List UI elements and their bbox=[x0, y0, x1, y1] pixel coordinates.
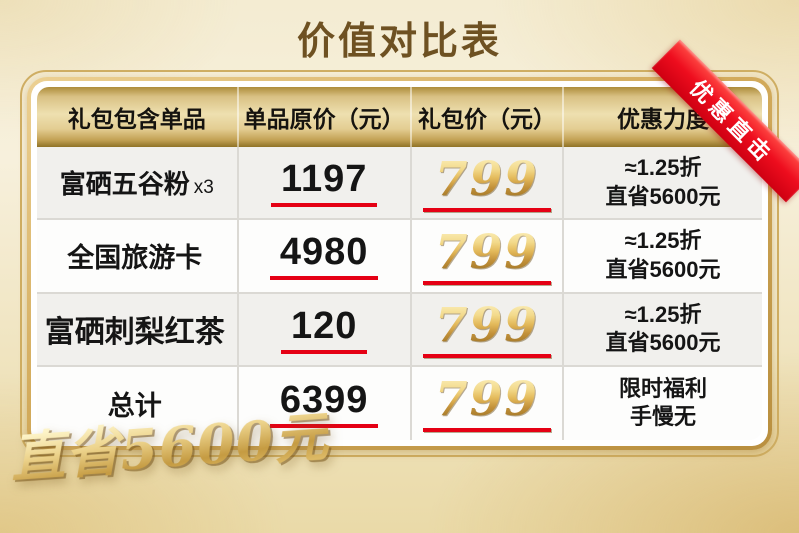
table-row-3-discount: ≈1.25折 直省5600元 bbox=[564, 293, 762, 367]
table-row-3-item: 富硒刺梨红茶 bbox=[37, 293, 239, 367]
page-title: 价值对比表 bbox=[296, 21, 502, 63]
column-header-original-price: 单品原价（元） bbox=[238, 87, 412, 147]
discount-line-1: ≈1.25折 bbox=[624, 155, 702, 181]
package-price-value: 799 bbox=[422, 227, 551, 285]
original-price-value: 4980 bbox=[269, 231, 379, 281]
table-row-1-original-price: 1197 bbox=[238, 147, 412, 221]
item-name: 总计 bbox=[107, 390, 162, 421]
item-name: 全国旅游卡 bbox=[67, 243, 203, 274]
discount-line-2: 手慢无 bbox=[630, 404, 697, 430]
original-price-value: 1197 bbox=[270, 158, 378, 208]
table-row-1-discount: ≈1.25折 直省5600元 bbox=[564, 147, 762, 221]
table-row-2-discount: ≈1.25折 直省5600元 bbox=[564, 220, 762, 294]
discount-line-1: ≈1.25折 bbox=[624, 228, 702, 254]
discount-line-2: 直省5600元 bbox=[605, 183, 721, 209]
item-name: 富硒刺梨红茶 bbox=[44, 316, 225, 350]
table-row-2-original-price: 4980 bbox=[238, 220, 412, 294]
discount-line-1: ≈1.25折 bbox=[624, 301, 702, 327]
column-header-items: 礼包包含单品 bbox=[37, 87, 239, 147]
table-row-2-item: 全国旅游卡 bbox=[37, 220, 239, 294]
discount-line-1: 限时福利 bbox=[619, 375, 708, 401]
comparison-table-outer-border: 礼包包含单品 单品原价（元） 礼包价（元） 优惠力度 富硒五谷粉 x3 1197 … bbox=[20, 70, 779, 457]
column-header-package-price: 礼包价（元） bbox=[411, 87, 565, 147]
discount-line-2: 直省5600元 bbox=[605, 330, 721, 356]
item-quantity: x3 bbox=[193, 177, 214, 199]
package-price-value: 799 bbox=[422, 154, 551, 212]
table-row-1-package-price: 799 bbox=[411, 147, 565, 221]
package-price-value: 799 bbox=[422, 374, 551, 433]
package-price-value: 799 bbox=[422, 300, 551, 359]
discount-line-2: 直省5600元 bbox=[605, 256, 721, 282]
item-name: 富硒五谷粉 bbox=[59, 169, 190, 200]
table-row-total-original-price: 6399 bbox=[238, 366, 412, 440]
table-row-total-package-price: 799 bbox=[411, 366, 565, 440]
original-price-value: 120 bbox=[280, 305, 368, 354]
table-row-total-discount: 限时福利 手慢无 bbox=[564, 366, 762, 440]
table-row-2-package-price: 799 bbox=[411, 220, 565, 294]
comparison-table-gold-frame: 礼包包含单品 单品原价（元） 礼包价（元） 优惠力度 富硒五谷粉 x3 1197 … bbox=[27, 77, 772, 450]
original-price-value: 6399 bbox=[269, 379, 379, 428]
table-row-1-item: 富硒五谷粉 x3 bbox=[37, 147, 239, 221]
table-row-3-original-price: 120 bbox=[238, 293, 412, 367]
comparison-table-grid: 礼包包含单品 单品原价（元） 礼包价（元） 优惠力度 富硒五谷粉 x3 1197 … bbox=[37, 87, 762, 440]
table-row-total-label: 总计 bbox=[37, 366, 239, 440]
table-row-3-package-price: 799 bbox=[411, 293, 565, 367]
comparison-table: 礼包包含单品 单品原价（元） 礼包价（元） 优惠力度 富硒五谷粉 x3 1197 … bbox=[31, 81, 768, 446]
